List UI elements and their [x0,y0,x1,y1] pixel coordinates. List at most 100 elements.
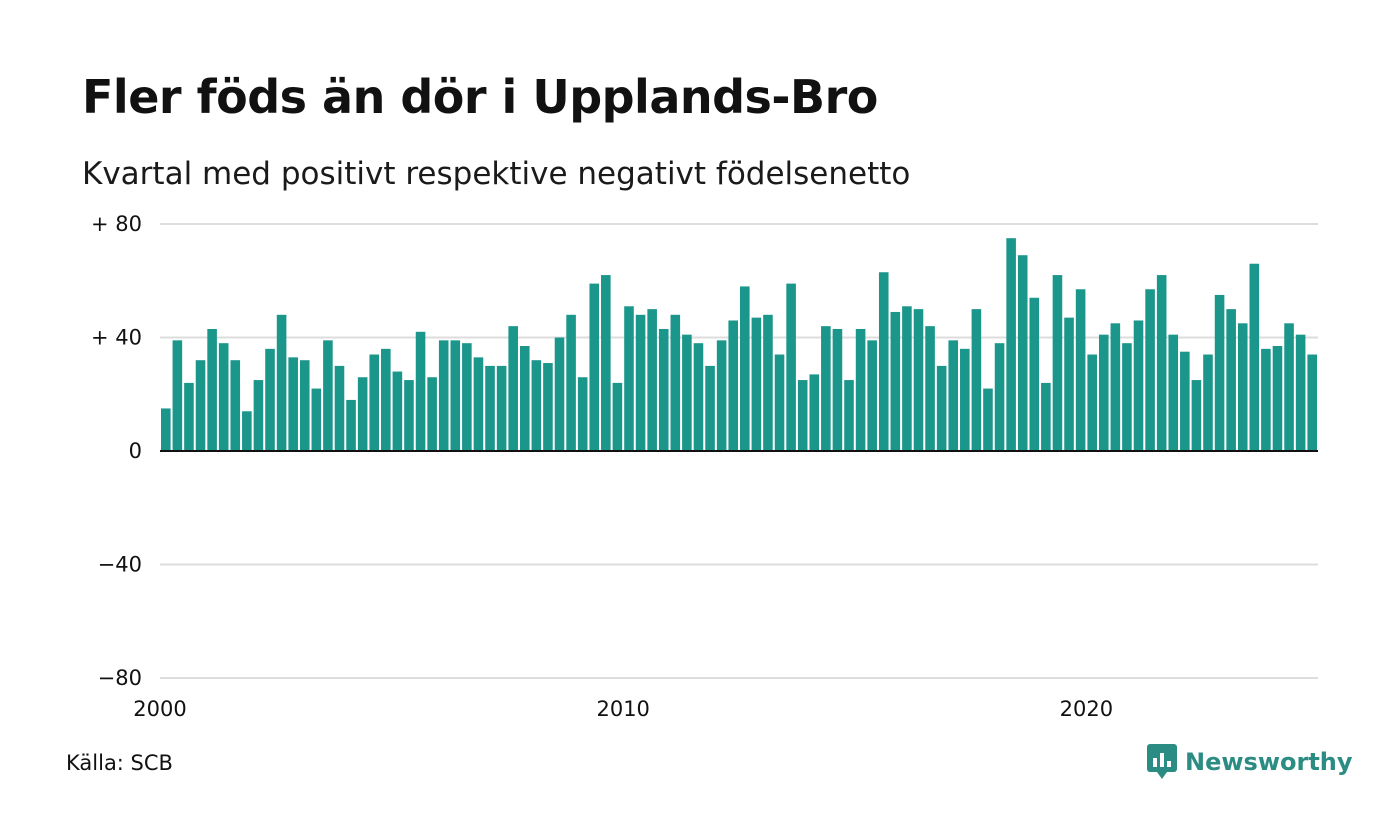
bar [821,326,831,451]
chart-title: Fler föds än dör i Upplands-Bro [82,70,878,124]
bar [369,354,380,451]
bar [867,340,877,451]
bar [983,388,993,451]
bar [1203,354,1213,451]
bar [1098,334,1109,451]
bar [1214,294,1225,451]
bar [751,317,762,451]
bar [566,314,576,451]
bar [855,328,866,451]
bar [519,346,530,451]
bar [1156,275,1167,451]
bar [601,275,611,451]
bar [647,309,657,452]
bar [299,360,310,451]
x-tick-label: 2000 [133,697,186,721]
bar [1052,275,1063,451]
bar [1064,317,1074,451]
bar [1041,382,1051,451]
bar [832,328,843,451]
y-tick-label: 0 [129,439,142,463]
bar [1307,354,1317,451]
bar [1261,348,1271,451]
bar [207,328,217,451]
bar [1075,289,1086,451]
y-tick-label: + 80 [91,212,142,236]
bar [1249,263,1260,451]
source-note: Källa: SCB [66,751,173,775]
bar [1226,309,1236,452]
bar [531,360,542,451]
chart-subtitle: Kvartal med positivt respektive negativt… [82,156,911,192]
bar [427,377,437,451]
brand-name: Newsworthy [1185,748,1353,776]
bar [195,360,206,451]
bar [288,357,298,451]
bar [276,314,287,451]
bar [1180,351,1190,451]
x-tick-label: 2020 [1060,697,1113,721]
bar [936,365,947,452]
bar [960,348,970,451]
bar [705,365,715,452]
bar [624,306,634,451]
bar [415,331,426,451]
bar [913,309,924,452]
bar [716,340,727,451]
bar [971,309,982,452]
gridlines [160,223,1318,679]
bar [265,348,275,451]
y-axis-ticks: + 80 + 40 0 −40 −80 [91,212,142,690]
bar [878,272,889,451]
bar [346,399,356,451]
bar [1284,323,1294,451]
bar [392,371,403,451]
bar [543,363,553,451]
bar [902,306,912,451]
bar [1295,334,1306,451]
bar [658,328,669,451]
y-tick-label: −40 [98,553,142,577]
y-tick-label: −80 [98,666,142,690]
bar [1272,346,1283,451]
bar [1237,323,1248,451]
bar [1145,289,1155,451]
bar [1017,255,1028,451]
bar [323,340,333,451]
bar [693,343,704,451]
bar [1133,320,1144,451]
x-tick-label: 2010 [596,697,649,721]
bar [381,348,391,451]
newsworthy-logo-icon [1147,744,1177,779]
bar [1122,343,1132,451]
bar [1110,323,1121,451]
bar [438,340,449,451]
y-tick-label: + 40 [91,326,142,350]
bar [450,340,461,451]
bar [172,340,183,451]
bar [404,380,414,451]
bar [728,320,738,451]
bar [589,283,600,451]
bar [1087,354,1097,451]
bar [577,377,588,451]
bar [184,382,194,451]
bar [1006,238,1016,451]
bar [612,382,623,451]
bar [774,354,785,451]
bar [797,380,808,451]
bar [554,337,565,451]
bar [253,380,264,451]
bar [670,314,681,451]
bar [508,326,518,451]
bar [682,334,692,451]
bar [218,343,229,451]
bar [740,286,750,451]
bar [1168,334,1179,451]
bar [485,365,495,452]
bar [809,374,820,451]
newsworthy-logo: Newsworthy [1147,744,1353,780]
x-axis-ticks: 2000 2010 2020 [133,697,1113,721]
bar [844,380,854,451]
bar [496,365,507,452]
